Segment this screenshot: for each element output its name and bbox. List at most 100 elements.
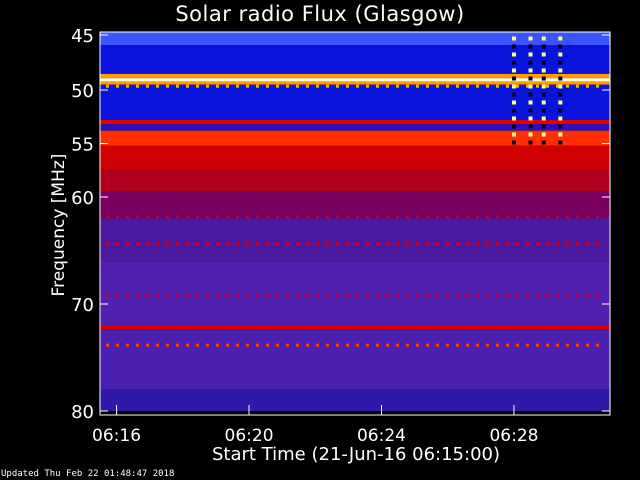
- dotted-line-mark: [286, 343, 289, 347]
- dotted-line-mark: [506, 343, 509, 347]
- dotted-line-mark: [316, 84, 319, 88]
- dotted-line-mark: [396, 242, 399, 246]
- dotted-line-mark: [106, 215, 109, 219]
- dotted-line-mark: [446, 84, 449, 88]
- dotted-line-mark: [566, 242, 569, 246]
- dotted-line-mark: [426, 242, 429, 246]
- burst-mark: [511, 44, 516, 49]
- dotted-line-mark: [136, 343, 139, 347]
- dotted-line-mark: [576, 343, 579, 347]
- dotted-line-mark: [246, 215, 249, 219]
- dotted-line-mark: [486, 294, 489, 298]
- y-tick-label: 80: [71, 402, 94, 423]
- burst-mark: [541, 84, 546, 89]
- dotted-line-mark: [456, 242, 459, 246]
- dotted-line-mark: [416, 242, 419, 246]
- dotted-line-mark: [386, 343, 389, 347]
- dotted-line-mark: [496, 294, 499, 298]
- burst-mark: [511, 84, 516, 89]
- dotted-line-mark: [486, 215, 489, 219]
- dotted-line-mark: [206, 215, 209, 219]
- dotted-line-mark: [326, 343, 329, 347]
- spectrum-band: [100, 130, 610, 146]
- dotted-line-mark: [566, 343, 569, 347]
- burst-mark: [558, 92, 563, 97]
- burst-mark: [511, 36, 516, 41]
- burst-mark: [528, 44, 533, 49]
- dotted-line-mark: [336, 84, 339, 88]
- dotted-line-mark: [396, 294, 399, 298]
- burst-mark: [528, 76, 533, 81]
- dotted-line-mark: [566, 215, 569, 219]
- dotted-line-mark: [166, 242, 169, 246]
- dotted-line-mark: [296, 242, 299, 246]
- dotted-line-mark: [156, 84, 159, 88]
- spectrum-band: [100, 325, 610, 330]
- dotted-line-mark: [226, 343, 229, 347]
- dotted-line-mark: [376, 343, 379, 347]
- spectrum-band: [100, 329, 610, 390]
- burst-mark: [511, 76, 516, 81]
- dotted-line-mark: [486, 84, 489, 88]
- burst-mark: [528, 60, 533, 65]
- burst-mark: [528, 140, 533, 145]
- dotted-line-mark: [546, 242, 549, 246]
- dotted-line-mark: [596, 242, 599, 246]
- burst-mark: [528, 68, 533, 73]
- dotted-line-mark: [586, 343, 589, 347]
- dotted-line-mark: [176, 84, 179, 88]
- dotted-line-mark: [416, 84, 419, 88]
- dotted-line-mark: [576, 294, 579, 298]
- burst-mark: [511, 140, 516, 145]
- x-tick-label: 06:16: [92, 426, 141, 446]
- burst-mark: [511, 100, 516, 105]
- dotted-line-mark: [356, 343, 359, 347]
- dotted-line-mark: [426, 84, 429, 88]
- x-axis: 06:16 06:20 06:24 06:28: [92, 405, 538, 446]
- dotted-line-mark: [386, 294, 389, 298]
- dotted-line-mark: [146, 242, 149, 246]
- dotted-line-mark: [586, 294, 589, 298]
- burst-mark: [528, 84, 533, 89]
- dotted-line-mark: [496, 343, 499, 347]
- burst-mark: [511, 108, 516, 113]
- dotted-line-mark: [516, 294, 519, 298]
- dotted-line-mark: [526, 242, 529, 246]
- dotted-line-mark: [526, 84, 529, 88]
- dotted-line-mark: [136, 84, 139, 88]
- spectrum-band: [100, 81, 610, 85]
- dotted-line-mark: [476, 84, 479, 88]
- dotted-line-mark: [396, 215, 399, 219]
- dotted-line-mark: [236, 84, 239, 88]
- burst-mark: [541, 100, 546, 105]
- dotted-line-mark: [206, 294, 209, 298]
- burst-mark: [541, 44, 546, 49]
- dotted-line-mark: [276, 215, 279, 219]
- spectrum-band: [100, 145, 610, 171]
- dotted-line-mark: [106, 84, 109, 88]
- burst-mark: [511, 132, 516, 137]
- spectrum-band: [100, 170, 610, 192]
- burst-mark: [558, 108, 563, 113]
- dotted-line-mark: [596, 294, 599, 298]
- dotted-line-mark: [266, 294, 269, 298]
- dotted-line-mark: [296, 294, 299, 298]
- dotted-line-mark: [526, 294, 529, 298]
- dotted-line-mark: [446, 343, 449, 347]
- dotted-line-mark: [486, 343, 489, 347]
- dotted-line-mark: [176, 294, 179, 298]
- spectrum-band: [100, 45, 610, 74]
- dotted-line-mark: [226, 294, 229, 298]
- dotted-line-mark: [536, 84, 539, 88]
- dotted-line-mark: [586, 215, 589, 219]
- dotted-line-mark: [346, 84, 349, 88]
- dotted-line-mark: [126, 84, 129, 88]
- dotted-line-mark: [146, 84, 149, 88]
- dotted-line-mark: [416, 294, 419, 298]
- dotted-line-mark: [496, 242, 499, 246]
- dotted-line-mark: [306, 294, 309, 298]
- dotted-line-mark: [256, 84, 259, 88]
- y-tick-label: 50: [71, 81, 94, 102]
- dotted-line-mark: [106, 343, 109, 347]
- dotted-line-mark: [236, 294, 239, 298]
